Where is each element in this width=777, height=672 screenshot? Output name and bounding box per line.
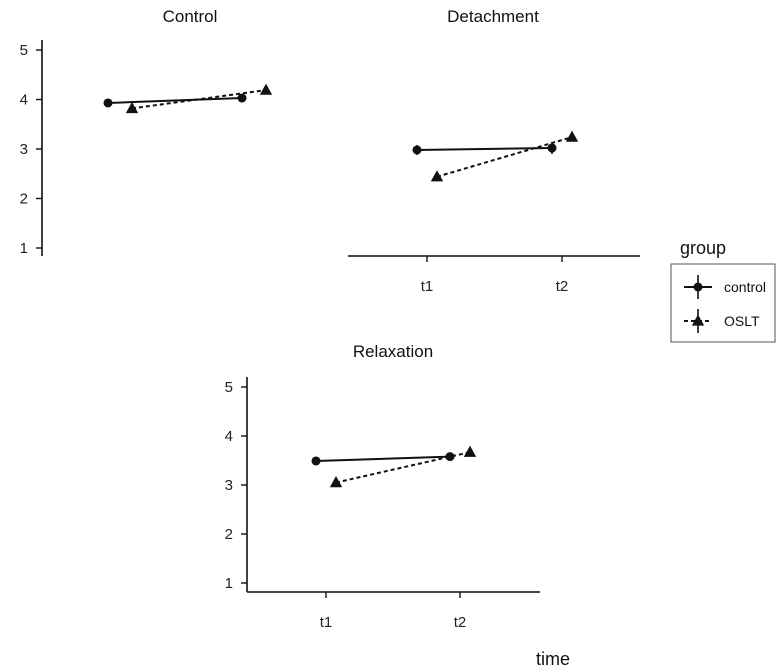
x-tick-label: t2 (454, 614, 467, 631)
x-tick-label: t1 (320, 614, 333, 631)
data-point (237, 93, 247, 103)
y-tick-label: 4 (20, 92, 28, 109)
data-point (412, 145, 422, 155)
series-line (335, 451, 471, 484)
y-tick-label: 2 (225, 526, 233, 543)
series-line (416, 147, 553, 151)
data-point (259, 83, 273, 95)
y-tick-label: 3 (20, 141, 28, 158)
y-tick-label: 3 (225, 477, 233, 494)
panel-control: Control 1 2 3 4 5 (20, 7, 273, 257)
panel-detachment: Detachment t1 t2 (348, 7, 640, 295)
series-line (315, 455, 451, 462)
data-point (103, 98, 113, 108)
y-tick-label: 2 (20, 191, 28, 208)
x-tick-label: t1 (421, 278, 434, 295)
y-tick-label: 5 (20, 42, 28, 59)
legend-marker (691, 314, 705, 326)
data-point (430, 170, 444, 182)
data-point (463, 445, 477, 457)
x-tick-label: t2 (556, 278, 569, 295)
y-tick-label: 1 (225, 575, 233, 592)
series-line (107, 97, 243, 104)
y-tick-label: 1 (20, 240, 28, 257)
series-oslt (430, 130, 579, 182)
series-control (412, 142, 557, 155)
panel-relaxation: Relaxation 1 2 3 4 5 t1 t2 (225, 342, 540, 631)
y-tick-label: 4 (225, 428, 233, 445)
series-control (311, 452, 455, 466)
panel-title: Detachment (447, 7, 539, 26)
y-tick-label: 5 (225, 379, 233, 396)
data-point (445, 452, 455, 462)
series-oslt (329, 445, 477, 488)
legend-box (670, 263, 776, 343)
x-axis-title: time (536, 649, 570, 669)
data-point (125, 101, 139, 114)
legend-marker (693, 282, 703, 292)
data-point (329, 476, 343, 488)
panel-title: Relaxation (353, 342, 433, 361)
series-oslt (125, 83, 273, 114)
data-point (547, 143, 557, 153)
data-point (565, 130, 579, 142)
series-control (103, 93, 247, 108)
legend: group control OSLT (670, 238, 776, 343)
legend-label: control (724, 279, 766, 295)
legend-label: OSLT (724, 313, 760, 329)
legend-entry-oslt: OSLT (684, 309, 760, 333)
series-line (436, 136, 573, 178)
data-point (311, 456, 321, 466)
legend-title: group (680, 238, 726, 258)
panel-title: Control (163, 7, 218, 26)
series-line (131, 89, 267, 110)
legend-entry-control: control (684, 275, 766, 299)
